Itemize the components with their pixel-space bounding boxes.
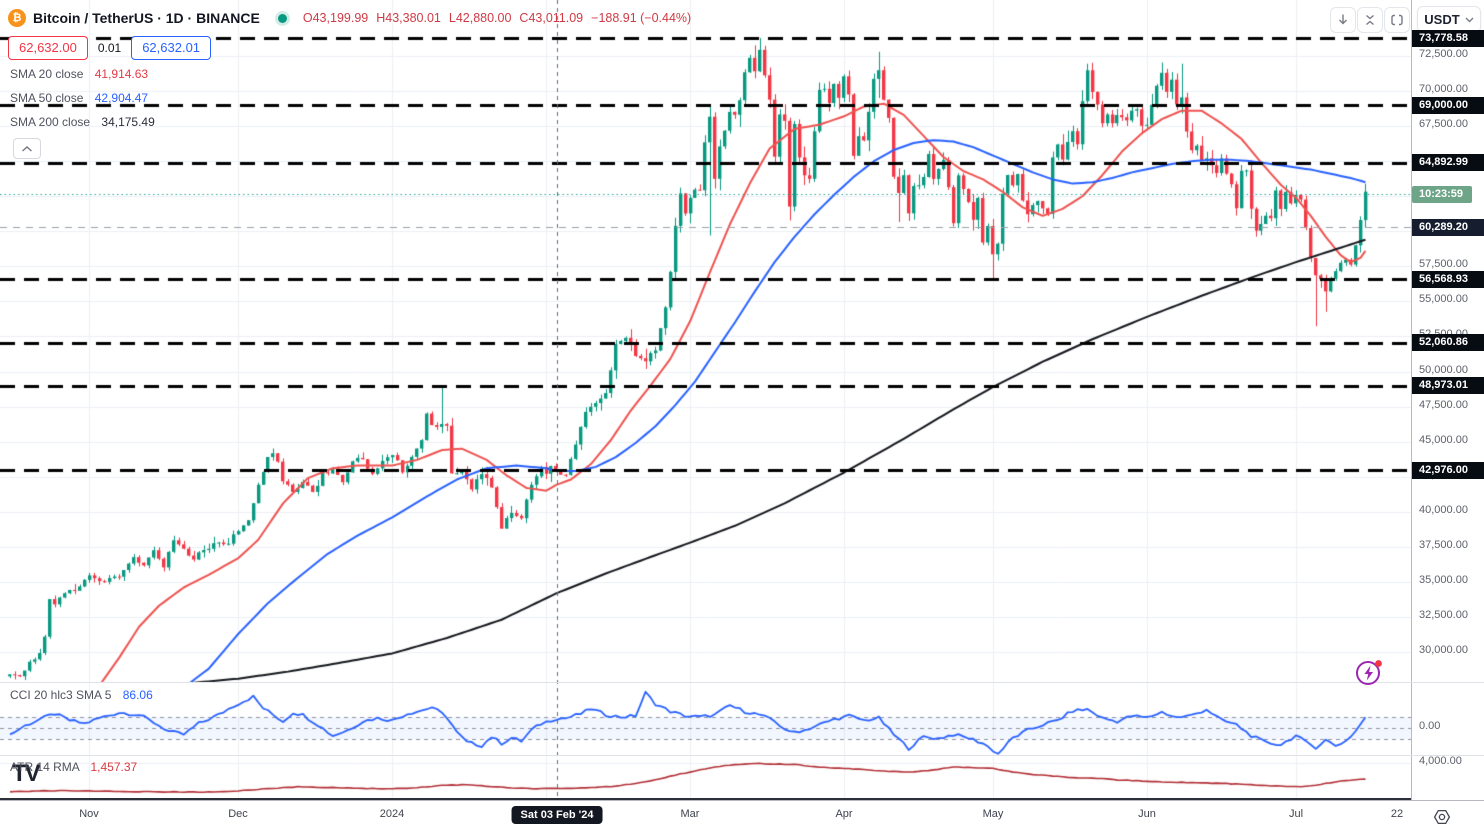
bar-countdown-label: 10:23:59 (1412, 186, 1472, 203)
price-level-label: 48,973.01 (1412, 377, 1484, 394)
time-axis-label[interactable]: Dec (228, 808, 248, 820)
price-tick: 72,500.00 (1419, 48, 1468, 60)
price-tick: 47,500.00 (1419, 398, 1468, 411)
ohlc-low: L42,880.00 (448, 11, 512, 25)
price-level-label: 42,976.00 (1412, 462, 1484, 479)
spread-value: 0.01 (95, 41, 124, 55)
quote-row: 62,632.00 0.01 62,632.01 (8, 36, 212, 60)
sma200-label: SMA 200 close (10, 115, 91, 129)
sma20-label: SMA 20 close (10, 67, 84, 81)
fullscreen-brackets-icon (1391, 14, 1403, 26)
ohlc-high: H43,380.01 (376, 11, 441, 25)
price-level-label: 56,568.93 (1412, 271, 1484, 288)
crosshair-date-label: Sat 03 Feb '24 (511, 806, 603, 824)
chart-canvas[interactable] (0, 0, 1411, 800)
price-tick: 35,000.00 (1419, 573, 1468, 586)
collapse-pane-button[interactable] (1357, 7, 1383, 33)
time-axis-label[interactable]: May (982, 808, 1004, 820)
hexagon-target-icon (1433, 809, 1451, 825)
sma200-value: 34,175.49 (101, 115, 155, 129)
maximize-pane-button[interactable] (1384, 7, 1410, 33)
ohlc-close: C43,011.09 (519, 11, 584, 25)
ohlc-readout: O43,199.99 H43,380.01 L42,880.00 C43,011… (303, 11, 691, 25)
scroll-to-recent-button[interactable] (1330, 7, 1356, 33)
circle-outline (1356, 661, 1380, 685)
pane-separator-cci[interactable] (0, 682, 1484, 683)
chevron-down-icon (1465, 17, 1474, 22)
time-axis-label[interactable]: 22 (1390, 808, 1404, 820)
legend-sma50[interactable]: SMA 50 close 42,904.47 (10, 91, 148, 105)
price-tick: 32,500.00 (1419, 608, 1468, 621)
atr-grid-tick: 4,000.00 (1419, 755, 1462, 767)
time-axis-label[interactable]: Mar (680, 808, 700, 820)
legend-cci[interactable]: CCI 20 hlc3 SMA 5 86.06 (10, 688, 153, 702)
notification-dot (1375, 660, 1382, 667)
price-level-label: 73,778.58 (1412, 30, 1484, 47)
market-status-dot-icon[interactable] (277, 13, 287, 23)
time-axis-label[interactable]: Nov (79, 808, 99, 820)
legend-atr[interactable]: ATR 14 RMA 1,457.37 (10, 760, 137, 774)
time-axis-label[interactable]: Jun (1138, 808, 1156, 820)
cci-label: CCI 20 hlc3 SMA 5 (10, 688, 112, 702)
legend-sma20[interactable]: SMA 20 close 41,914.63 (10, 67, 148, 81)
price-tick: 37,500.00 (1419, 538, 1468, 551)
legend-sma200[interactable]: SMA 200 close 34,175.49 (10, 115, 155, 129)
price-tick: 30,000.00 (1419, 643, 1468, 656)
price-level-label: 52,060.86 (1412, 334, 1484, 351)
currency-label: USDT (1424, 12, 1460, 27)
sell-price-button[interactable]: 62,632.00 (8, 36, 88, 60)
price-axis[interactable] (1411, 0, 1484, 834)
ohlc-change: −188.91 (−0.44%) (591, 11, 692, 25)
price-tick: 57,500.00 (1419, 258, 1468, 271)
time-axis-label[interactable]: Apr (835, 808, 853, 820)
cci-value: 86.06 (122, 688, 153, 702)
collapse-legend-button[interactable] (13, 138, 41, 159)
chevron-up-icon (22, 145, 32, 152)
price-tick: 45,000.00 (1419, 433, 1468, 446)
price-tick: 50,000.00 (1419, 363, 1468, 376)
price-tick: 70,000.00 (1419, 83, 1468, 96)
arrow-down-icon (1339, 14, 1347, 25)
pane-separator-atr[interactable] (0, 755, 1484, 756)
time-axis-label[interactable]: 2024 (379, 808, 405, 820)
time-axis[interactable] (0, 800, 1484, 834)
buy-price-button[interactable]: 62,632.01 (131, 36, 212, 60)
ohlc-open: O43,199.99 (302, 11, 369, 25)
plot-bottom-border (0, 798, 1411, 800)
price-tick: 67,500.00 (1419, 118, 1468, 131)
sma20-value: 41,914.63 (94, 67, 149, 81)
current-price-label: 60,289.20 (1412, 219, 1484, 236)
price-level-label: 69,000.00 (1412, 97, 1484, 114)
price-level-label: 64,892.99 (1412, 154, 1484, 171)
cci-zero-tick: 0.00 (1419, 720, 1441, 732)
price-tick: 40,000.00 (1419, 503, 1468, 516)
lightning-button[interactable] (1352, 655, 1386, 689)
lightning-bolt-icon (1364, 665, 1373, 681)
timezone-settings-button[interactable] (1432, 807, 1452, 827)
sma50-label: SMA 50 close (10, 91, 84, 105)
currency-selector[interactable]: USDT (1417, 6, 1481, 33)
symbol-title[interactable]: Bitcoin / TetherUS · 1D · BINANCE (33, 10, 260, 26)
atr-value: 1,457.37 (90, 760, 138, 774)
time-axis-label[interactable]: Jul (1288, 808, 1304, 820)
atr-label: ATR 14 RMA (10, 760, 80, 774)
sma50-value: 42,904.47 (94, 91, 149, 105)
symbol-legend-row: ₿ Bitcoin / TetherUS · 1D · BINANCE O43,… (8, 9, 691, 27)
tradingview-watermark-logo: TV (12, 760, 41, 787)
price-tick: 55,000.00 (1419, 293, 1468, 306)
collapse-arrows-icon (1366, 14, 1374, 26)
bitcoin-logo-icon: ₿ (8, 9, 26, 27)
